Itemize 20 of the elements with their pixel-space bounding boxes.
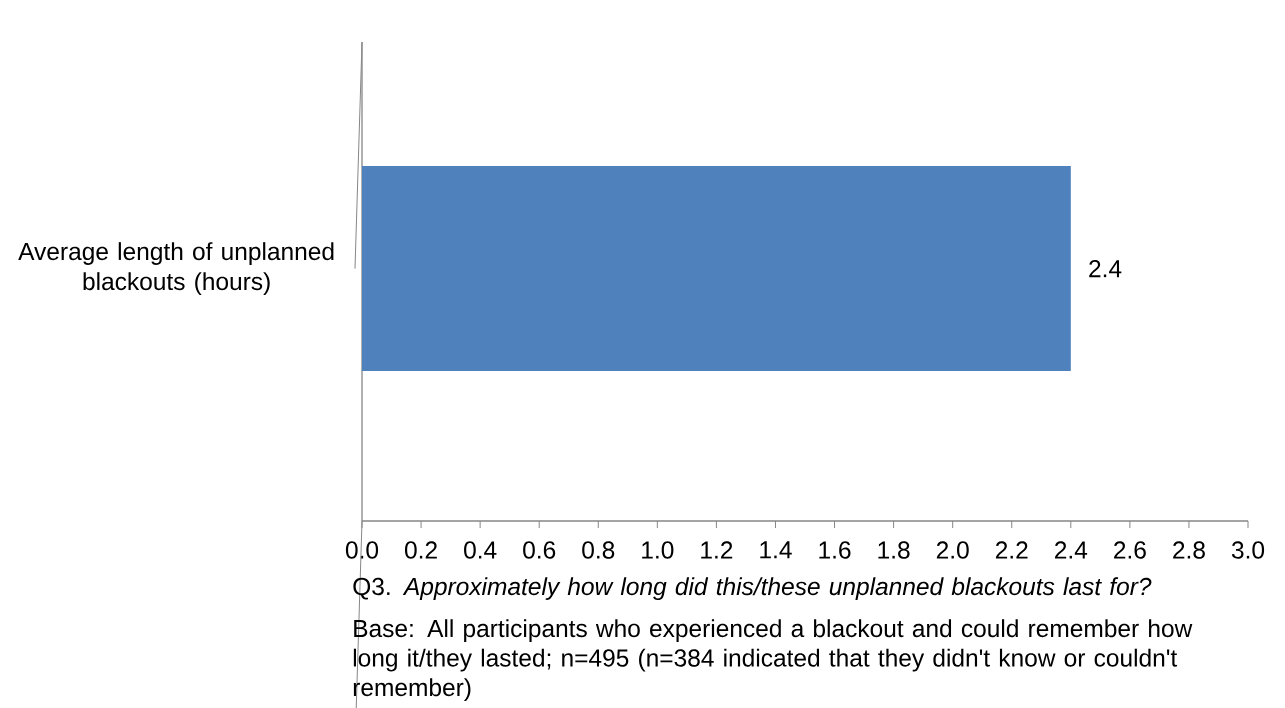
data-label: 2.4 bbox=[1089, 260, 1122, 278]
x-tick-label: 2.0 bbox=[936, 541, 969, 559]
x-tick-label: 1.8 bbox=[878, 541, 910, 559]
x-tick-label: 1.6 bbox=[819, 541, 851, 559]
x-tick-label: 0.6 bbox=[523, 541, 556, 559]
y-tick-label: Average length of unplanned blackouts (hours) bbox=[18, 242, 334, 295]
x-tick-label: 2.6 bbox=[1114, 541, 1146, 559]
x-tick-label: 1.4 bbox=[760, 541, 792, 559]
x-tick-label: 2.4 bbox=[1055, 541, 1088, 559]
x-tick-label: 1.2 bbox=[701, 541, 733, 559]
x-tick-label: 2.8 bbox=[1173, 541, 1205, 559]
x-tick-label: 0.4 bbox=[464, 541, 497, 559]
x-tick-label: 0.0 bbox=[345, 541, 379, 559]
x-tick-label: 0.8 bbox=[582, 541, 615, 559]
x-tick-label: 2.2 bbox=[995, 541, 1028, 559]
text: Q3. Approximately how long did this/these unplanned blackouts last for? bbox=[353, 577, 1152, 601]
x-tick-label: 0.2 bbox=[404, 541, 437, 559]
text: Base: All participants who experienced a blackout and could remember how long it/they lasted; n=495 (n=384 indicated that they didn't know or couldn't remember) bbox=[353, 619, 1193, 702]
x-tick-label: 1.0 bbox=[642, 541, 674, 559]
x-tick-label: 3.0 bbox=[1231, 541, 1265, 559]
